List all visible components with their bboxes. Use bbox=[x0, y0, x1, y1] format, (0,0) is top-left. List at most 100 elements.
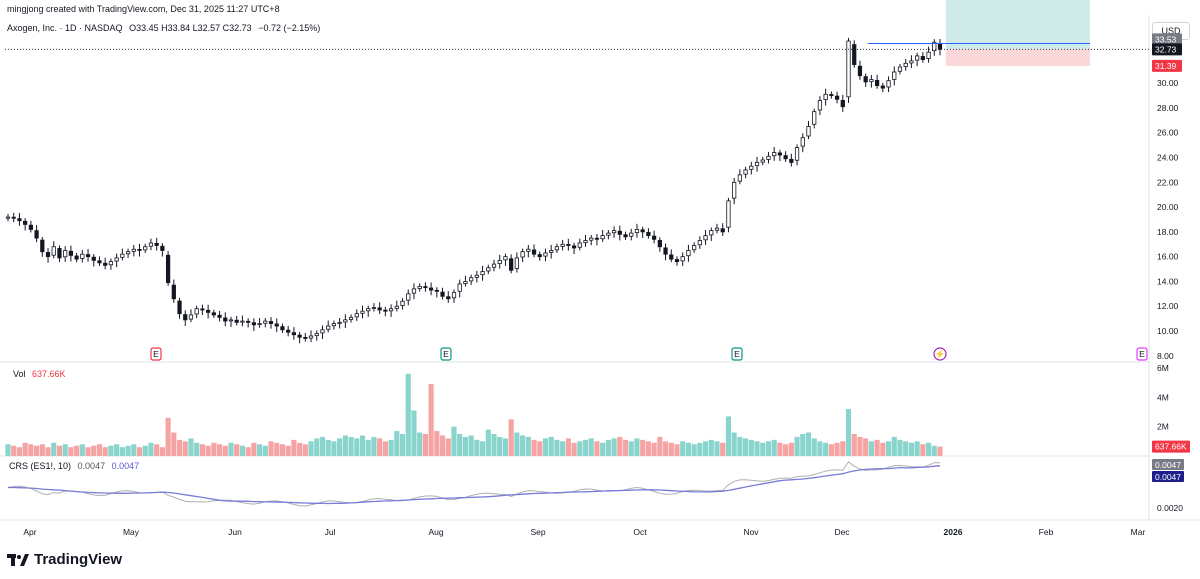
candle bbox=[726, 200, 731, 228]
candle bbox=[794, 147, 800, 161]
volume-bar bbox=[651, 442, 657, 456]
volume-bar bbox=[434, 431, 440, 456]
volume-bar bbox=[68, 447, 74, 456]
volume-bar bbox=[537, 441, 543, 456]
crs-legend[interactable]: CRS (ES1!, 10) 0.0047 0.0047 bbox=[9, 461, 139, 471]
candle bbox=[211, 312, 216, 316]
volume-bar bbox=[880, 442, 886, 456]
volume-bar bbox=[62, 444, 68, 456]
candle bbox=[623, 234, 628, 238]
candle bbox=[34, 230, 39, 239]
tradingview-logo-icon bbox=[7, 553, 29, 566]
candle bbox=[80, 253, 85, 259]
candle bbox=[663, 247, 668, 255]
candle bbox=[308, 335, 314, 339]
volume-bar bbox=[154, 444, 160, 456]
volume-bar bbox=[542, 438, 549, 456]
upper-price-badge-bg bbox=[1152, 33, 1182, 46]
volume-bar bbox=[554, 439, 560, 456]
candle bbox=[800, 137, 805, 147]
volume-bar bbox=[274, 442, 280, 456]
candle bbox=[812, 111, 817, 125]
symbol-legend[interactable]: Axogen, Inc. · 1D · NASDAQ O33.45 H33.84… bbox=[7, 23, 320, 33]
volume-bar bbox=[131, 444, 137, 456]
candle bbox=[411, 288, 417, 294]
volume-legend[interactable]: Vol 637.66K bbox=[13, 369, 66, 379]
candle bbox=[537, 254, 542, 258]
candle bbox=[543, 252, 548, 257]
volume-bar bbox=[622, 439, 629, 456]
candle bbox=[377, 307, 382, 311]
candle bbox=[234, 319, 239, 323]
price-change: −0.72 (−2.15%) bbox=[258, 23, 321, 33]
candle bbox=[720, 228, 725, 233]
y-tick-label: 16.00 bbox=[1157, 252, 1179, 262]
candle bbox=[932, 41, 937, 52]
y-tick-label: 18.00 bbox=[1157, 227, 1179, 237]
candle bbox=[171, 284, 176, 300]
volume-bar bbox=[565, 438, 571, 456]
candle bbox=[217, 314, 222, 318]
crs-smoothed-line bbox=[8, 465, 941, 505]
candle bbox=[869, 79, 874, 82]
volume-bar bbox=[525, 436, 531, 456]
crs-raw-line bbox=[7, 461, 940, 507]
volume-bar bbox=[485, 429, 491, 456]
candle bbox=[617, 230, 622, 235]
earnings-marker-icon bbox=[150, 347, 162, 361]
candle bbox=[674, 259, 680, 263]
volume-bar bbox=[868, 441, 874, 456]
volume-bar bbox=[731, 432, 737, 456]
volume-bar bbox=[588, 438, 594, 456]
candle bbox=[594, 237, 600, 240]
candle bbox=[297, 334, 302, 338]
volume-bar bbox=[45, 447, 51, 456]
volume-bar bbox=[136, 447, 143, 456]
candle bbox=[457, 283, 462, 292]
volume-tick-label: 2M bbox=[1157, 422, 1169, 432]
volume-bar bbox=[897, 439, 903, 456]
brand-name: TradingView bbox=[34, 551, 123, 568]
x-tick-label: Feb bbox=[1039, 527, 1054, 537]
volume-bar bbox=[348, 436, 354, 456]
candle bbox=[909, 60, 914, 64]
earnings-marker-icon bbox=[440, 347, 452, 361]
volume-bar bbox=[508, 419, 514, 456]
volume-bar bbox=[737, 436, 743, 456]
candle bbox=[5, 216, 11, 219]
tradingview-brand[interactable]: TradingView bbox=[7, 551, 122, 568]
candle bbox=[732, 181, 737, 199]
volume-bar bbox=[743, 438, 749, 456]
volume-bar bbox=[451, 426, 457, 456]
candle bbox=[754, 162, 760, 167]
candle bbox=[760, 159, 765, 163]
volume-bar bbox=[51, 442, 57, 456]
volume-bar bbox=[354, 438, 360, 456]
volume-bar bbox=[302, 444, 308, 456]
candle bbox=[606, 232, 611, 236]
volume-bar bbox=[297, 442, 303, 456]
candle bbox=[789, 158, 794, 163]
x-tick-label: Aug bbox=[428, 527, 443, 537]
volume-bar bbox=[520, 435, 526, 456]
volume-bar bbox=[257, 444, 263, 456]
candle bbox=[360, 310, 365, 314]
volume-bar bbox=[268, 441, 274, 456]
candle bbox=[434, 289, 439, 292]
candle bbox=[863, 76, 868, 83]
volume-bar bbox=[817, 441, 823, 456]
candle bbox=[589, 237, 594, 241]
volume-bar bbox=[5, 444, 11, 456]
candle bbox=[97, 260, 102, 264]
volume-bar bbox=[617, 436, 623, 456]
volume-last-badge-bg bbox=[1152, 440, 1190, 453]
candle bbox=[886, 80, 891, 88]
volume-bar bbox=[771, 439, 777, 456]
candle bbox=[491, 263, 497, 268]
candle bbox=[137, 249, 142, 251]
volume-bar bbox=[165, 417, 171, 456]
volume-tick-label: 6M bbox=[1157, 363, 1169, 373]
volume-bar bbox=[720, 442, 726, 456]
volume-bar bbox=[657, 436, 663, 456]
